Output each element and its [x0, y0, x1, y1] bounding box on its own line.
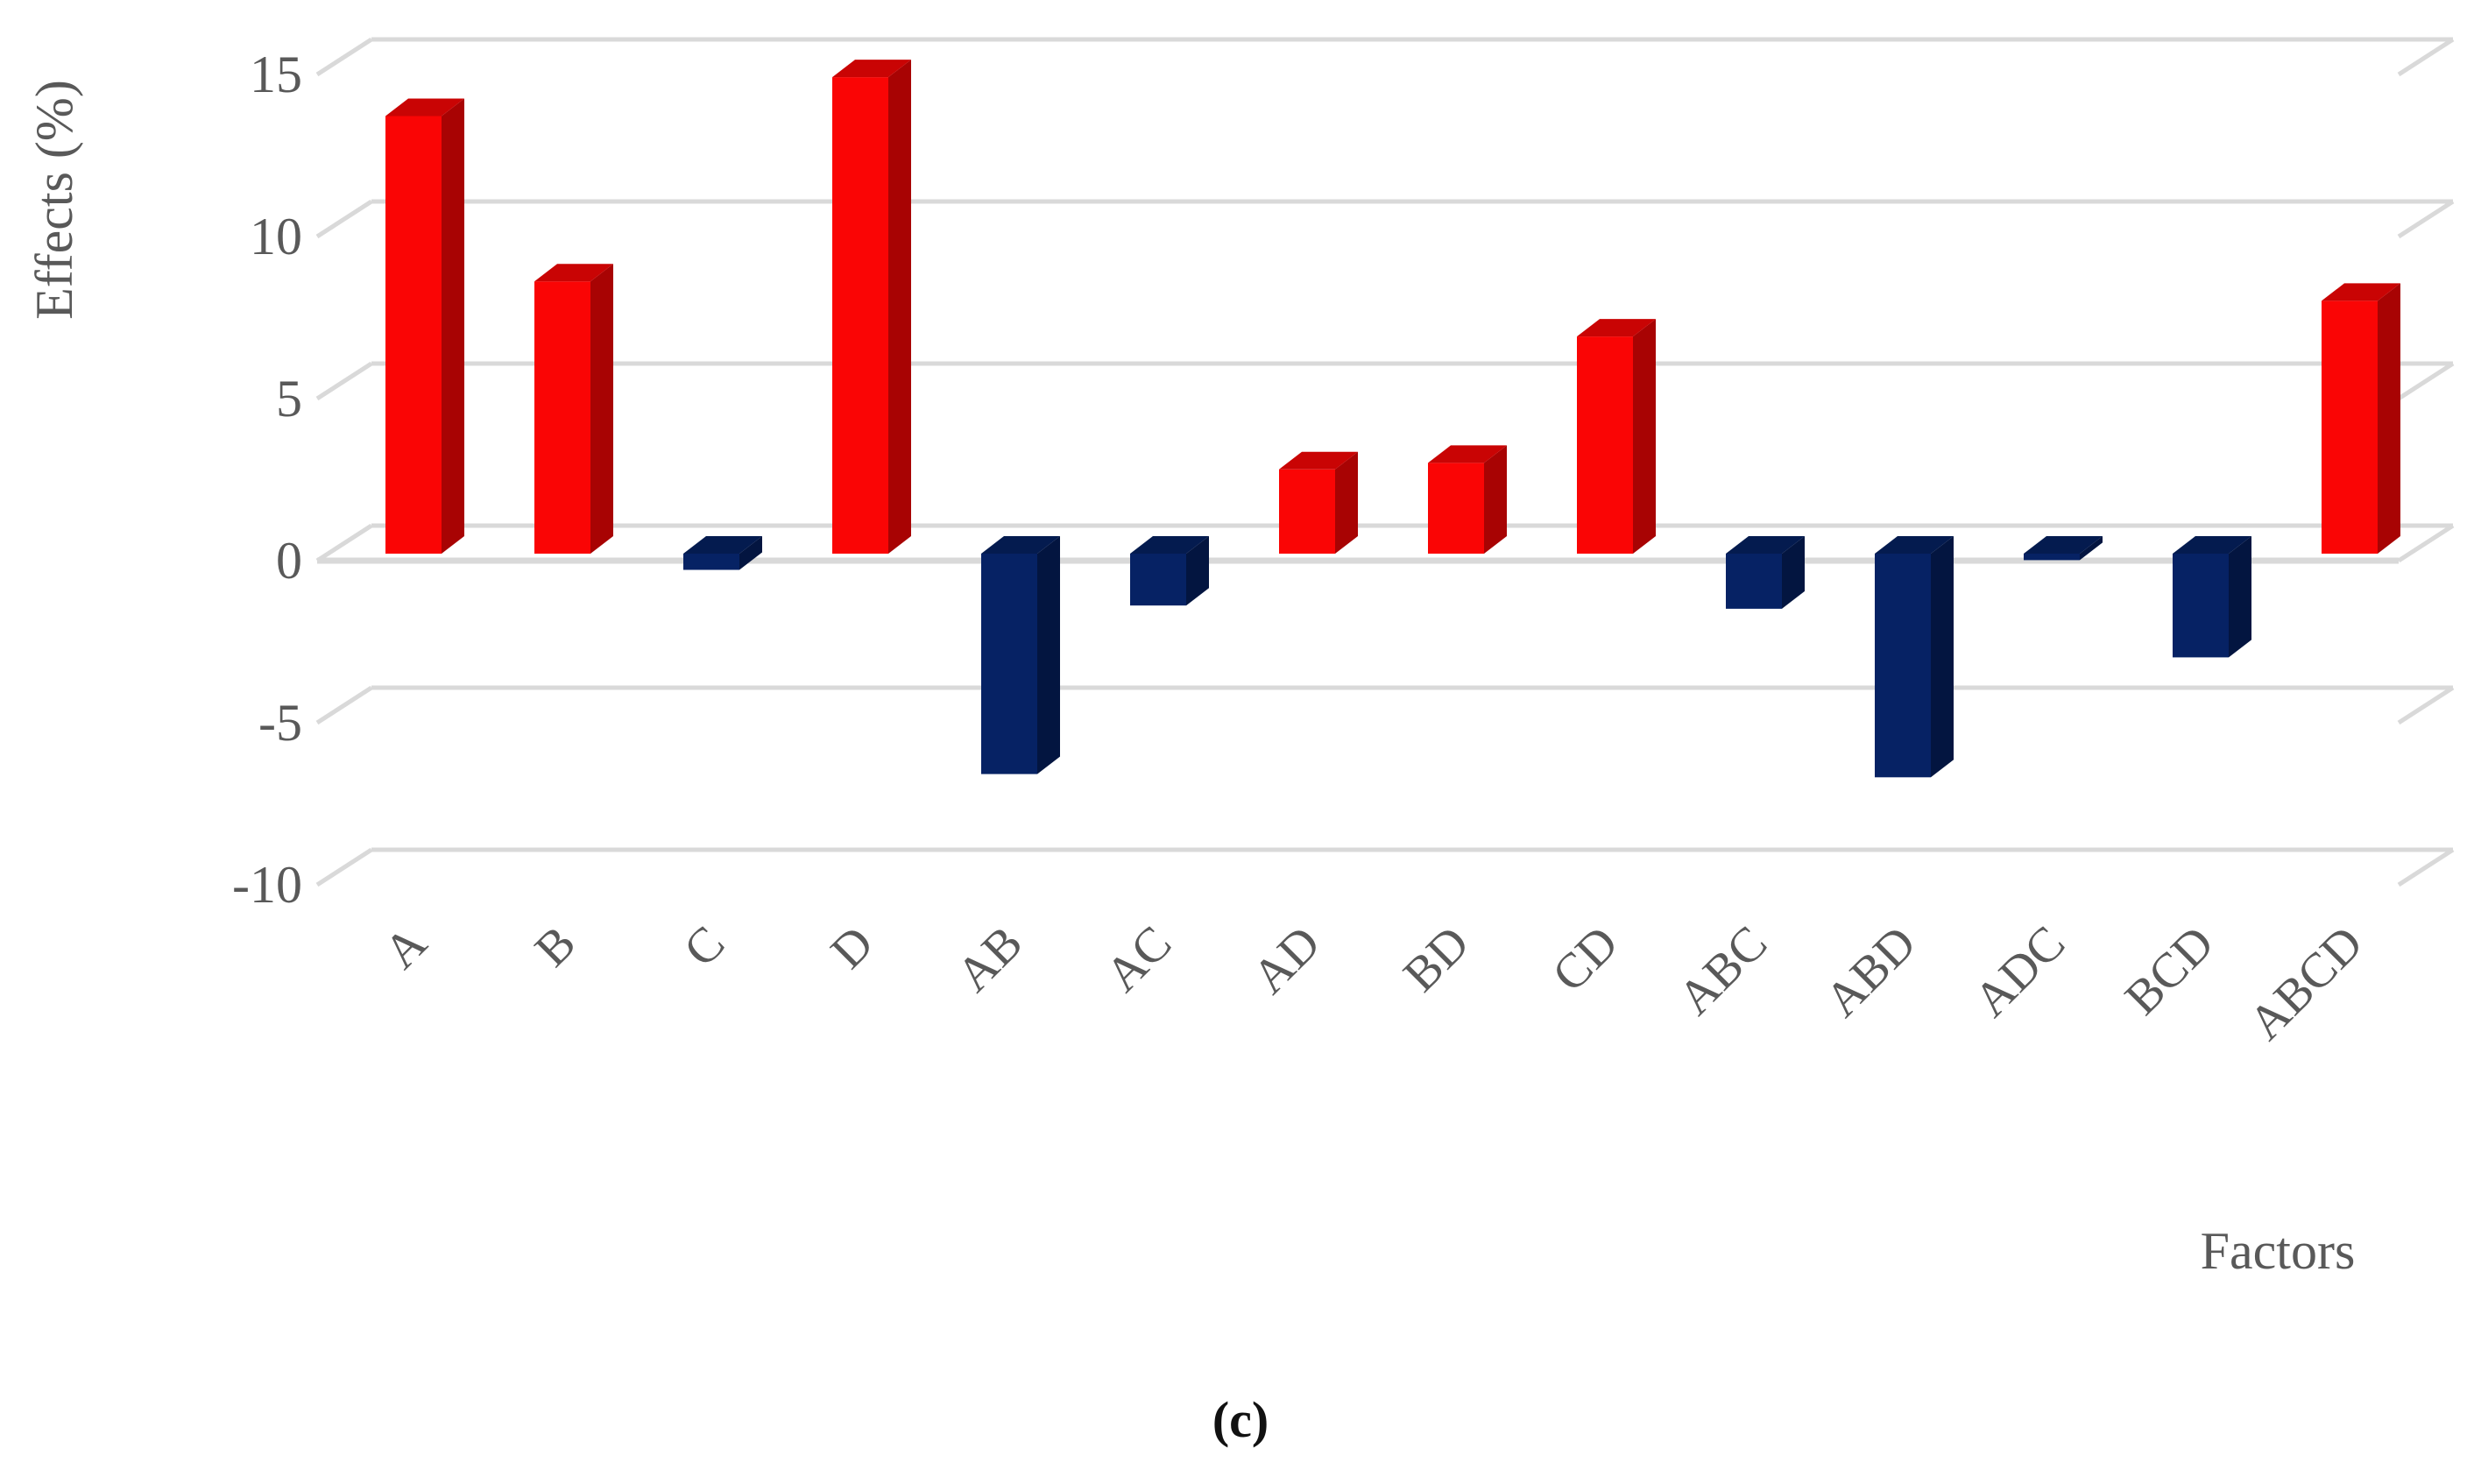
gridlines: [315, 37, 2455, 887]
y-tick-label-0: 0: [276, 532, 302, 590]
bar-AB-top-face: [981, 536, 1060, 554]
bar-D-side-face: [888, 60, 911, 555]
bar-B: [534, 264, 613, 554]
category-label-ABC: ABC: [1668, 915, 1778, 1025]
y-tick-label-15: 15: [250, 46, 302, 103]
right-tick-stub-10: [2397, 199, 2455, 239]
bar-ABCD-front-face: [2322, 300, 2378, 554]
bar-ADC-front-face: [2024, 554, 2080, 561]
bar-BD-front-face: [1428, 463, 1484, 554]
bar-BCD-side-face: [2229, 536, 2251, 658]
category-label-ABD: ABD: [1815, 915, 1926, 1027]
bar-AC-front-face: [1130, 554, 1186, 606]
bar-C: [683, 536, 762, 570]
bar-BD-top-face: [1428, 445, 1507, 463]
bar-BD: [1428, 445, 1507, 554]
bar-AD-side-face: [1335, 451, 1358, 554]
bar-AC: [1130, 536, 1209, 606]
bar-ABD: [1875, 536, 1954, 778]
bar-C-side-face: [739, 536, 762, 570]
left-tick-stub-15: [315, 37, 373, 77]
x-category-labels: A B C D AB AC AD BD CD ABC ABD ADC BCD ABCD: [374, 915, 2373, 1050]
bar-ABC-side-face: [1782, 536, 1805, 609]
bar-CD: [1577, 319, 1656, 554]
bar-ABD-top-face: [1875, 536, 1954, 554]
category-label-BCD: BCD: [2115, 915, 2224, 1025]
bar-AC-top-face: [1130, 536, 1209, 554]
x-axis-title: Factors: [2201, 1222, 2356, 1280]
category-label-CD: CD: [1542, 915, 1629, 1002]
bar-AD-front-face: [1279, 469, 1335, 554]
bar-ABCD-side-face: [2378, 283, 2400, 554]
category-label-A: A: [374, 915, 438, 979]
bar-A-side-face: [442, 98, 464, 554]
category-label-C: C: [674, 915, 735, 977]
category-label-AD: AD: [1242, 915, 1331, 1004]
bar-AB: [981, 536, 1060, 774]
category-label-B: B: [525, 915, 586, 977]
bar-BD-side-face: [1484, 445, 1507, 554]
category-label-ABCD: ABCD: [2238, 915, 2373, 1050]
bar-CD-side-face: [1633, 319, 1656, 554]
bar-ABD-front-face: [1875, 554, 1931, 778]
bar-D-front-face: [832, 77, 888, 555]
bar-CD-front-face: [1577, 336, 1633, 554]
right-tick-stub--10: [2397, 847, 2455, 887]
bar-AC-side-face: [1186, 536, 1209, 606]
bar-ABD-side-face: [1931, 536, 1954, 778]
y-tick-label--10: -10: [232, 856, 302, 914]
bar-AB-front-face: [981, 554, 1037, 774]
y-tick-label-10: 10: [250, 208, 302, 265]
bar-ABC: [1726, 536, 1805, 609]
left-tick-stub-0: [315, 523, 373, 563]
bar-ADC: [2024, 536, 2103, 561]
left-tick-stub--5: [315, 685, 373, 725]
bar-AB-side-face: [1037, 536, 1060, 774]
y-tick-label--5: -5: [258, 694, 302, 752]
right-tick-stub-0: [2397, 523, 2455, 563]
category-label-D: D: [821, 915, 884, 979]
figure-caption: (c): [1212, 1391, 1269, 1448]
bar-C-top-face: [683, 536, 762, 554]
bars: [385, 60, 2400, 778]
category-label-ADC: ADC: [1964, 915, 2075, 1027]
bar-AD-top-face: [1279, 451, 1358, 470]
bar-AD: [1279, 451, 1358, 554]
y-tick-labels: 15 10 5 0 -5 -10: [232, 46, 302, 914]
bar-A: [385, 98, 464, 554]
bar-A-front-face: [385, 116, 442, 554]
bar-ABCD-top-face: [2322, 283, 2400, 301]
right-tick-stub-5: [2397, 361, 2455, 401]
left-tick-stub--10: [315, 847, 373, 887]
bar-ABC-top-face: [1726, 536, 1805, 554]
category-label-AC: AC: [1095, 915, 1182, 1002]
bar-A-top-face: [385, 98, 464, 117]
bar-B-side-face: [590, 264, 613, 554]
category-label-AB: AB: [946, 915, 1033, 1002]
bar-D-top-face: [832, 60, 911, 78]
bar-CD-top-face: [1577, 319, 1656, 337]
bar-BCD: [2173, 536, 2251, 658]
right-tick-stub-15: [2397, 37, 2455, 77]
bar-B-top-face: [534, 264, 613, 282]
category-label-BD: BD: [1393, 915, 1480, 1002]
y-axis-title: Effects (%): [25, 80, 83, 320]
bar-D: [832, 60, 911, 555]
bar-BCD-front-face: [2173, 554, 2229, 658]
bar-ADC-top-face: [2024, 536, 2103, 554]
bar-BCD-top-face: [2173, 536, 2251, 554]
bar-ABCD: [2322, 283, 2400, 554]
bar-ADC-side-face: [2080, 536, 2103, 561]
left-tick-stub-5: [315, 361, 373, 401]
y-tick-label-5: 5: [276, 370, 302, 428]
bar-B-front-face: [534, 281, 590, 554]
bar-C-front-face: [683, 554, 739, 570]
left-tick-stub-10: [315, 199, 373, 239]
right-tick-stub--5: [2397, 685, 2455, 725]
bar-ABC-front-face: [1726, 554, 1782, 609]
